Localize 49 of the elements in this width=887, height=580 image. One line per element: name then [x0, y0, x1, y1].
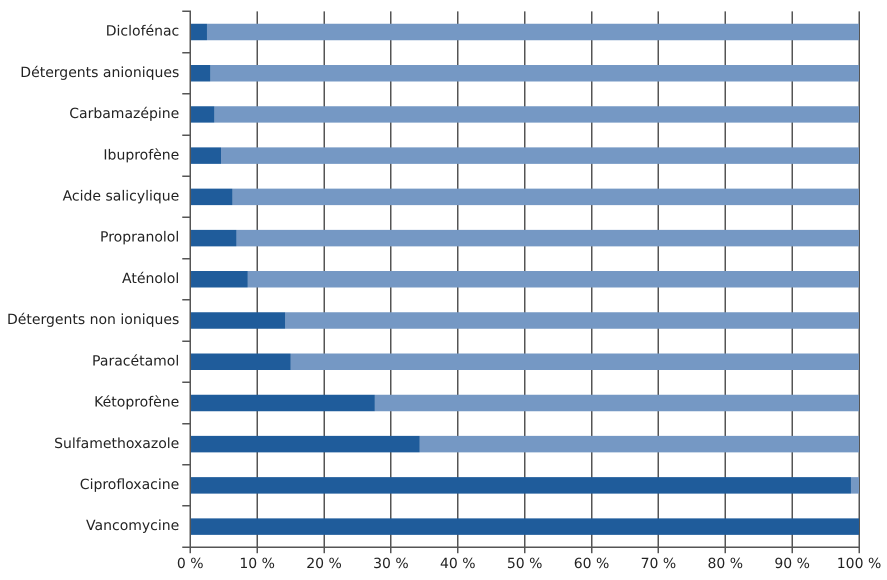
bar [191, 312, 286, 329]
bar [850, 477, 859, 494]
x-tick-label: 20 % [306, 556, 342, 572]
bar [210, 64, 859, 82]
bar [191, 24, 207, 40]
bar [232, 188, 859, 206]
bar [191, 477, 851, 494]
bar [236, 230, 859, 246]
y-tick-label: Détergents non ioniques [6, 312, 180, 328]
bar [420, 436, 859, 452]
y-tick-label: Ciprofloxacine [80, 477, 180, 494]
y-tick-label: Aténolol [122, 270, 180, 287]
y-tick-label: Diclofénac [106, 24, 180, 40]
bar [191, 64, 210, 82]
y-tick-label: Carbamazépine [69, 106, 180, 122]
bar [191, 106, 214, 123]
y-tick-label: Paracétamol [92, 353, 180, 370]
bar [191, 188, 232, 206]
x-tick-label: 10 % [239, 556, 275, 572]
x-tick-label: 50 % [506, 556, 542, 572]
bar [191, 147, 222, 164]
x-tick-label: 0 % [176, 556, 204, 572]
x-tick-label: 90 % [774, 556, 810, 572]
x-tick-label: 30 % [373, 556, 409, 572]
y-tick-label: Ibuprofène [103, 147, 180, 164]
x-tick-label: 100 % [836, 556, 882, 572]
bar [191, 518, 859, 535]
x-tick-label: 60 % [574, 556, 610, 572]
x-tick-label: 70 % [640, 556, 676, 572]
x-tick-label: 40 % [440, 556, 476, 572]
y-tick-label: Détergents anioniques [20, 64, 180, 81]
y-tick-label: Vancomycine [86, 518, 180, 534]
y-tick-label: Propranolol [100, 230, 180, 246]
x-tick-label: 80 % [707, 556, 744, 572]
y-tick-label: Sulfamethoxazole [54, 436, 180, 452]
bar [285, 312, 859, 329]
bar [214, 106, 859, 123]
bar [191, 230, 236, 246]
bar [206, 24, 859, 40]
bar [191, 353, 291, 370]
y-tick-label: Acide salicylique [62, 188, 180, 205]
bar [221, 147, 859, 164]
bar [374, 394, 859, 412]
bar [248, 271, 859, 288]
bar [191, 436, 420, 452]
bar [290, 353, 859, 370]
bar [191, 394, 375, 412]
bar [191, 271, 248, 288]
y-tick-label: Kétoprofène [94, 394, 180, 411]
